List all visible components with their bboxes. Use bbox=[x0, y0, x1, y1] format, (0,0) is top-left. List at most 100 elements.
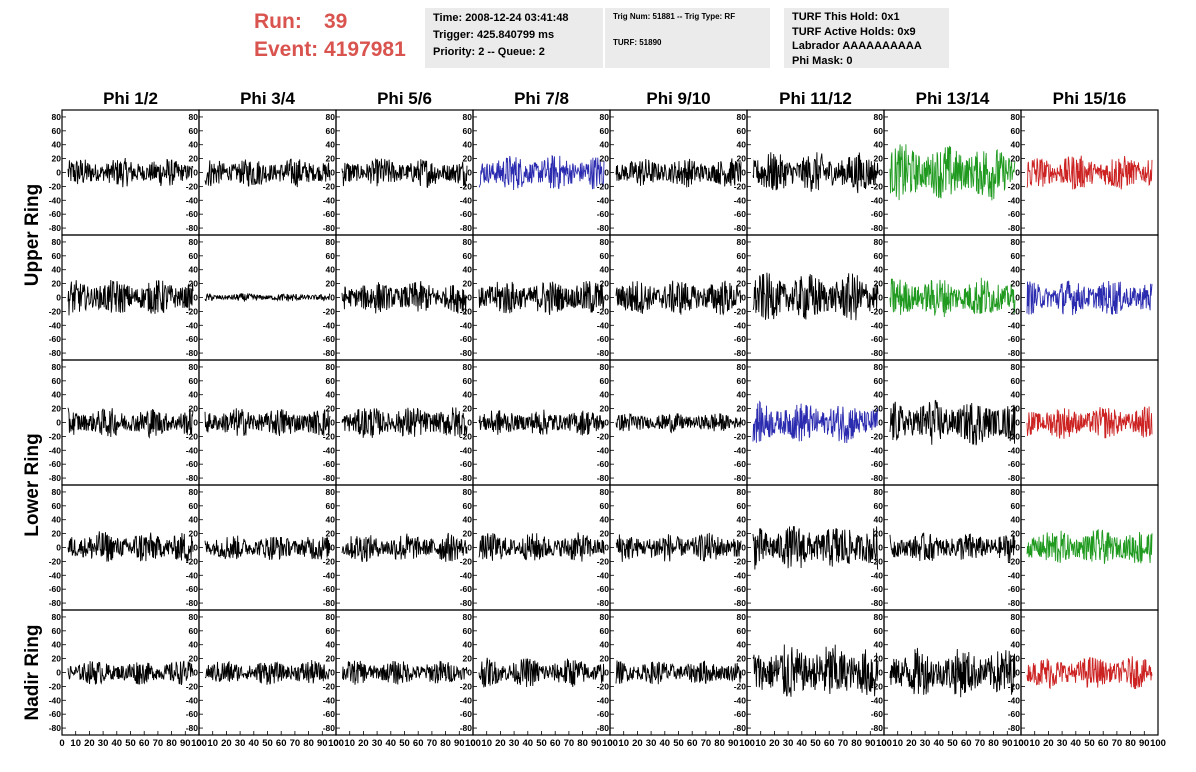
y-tick-label: -60 bbox=[49, 459, 62, 469]
y-tick-label: -80 bbox=[49, 473, 62, 483]
ring-label: Upper Ring bbox=[22, 184, 43, 286]
y-tick-label: 60 bbox=[1011, 501, 1021, 511]
y-tick-label: -60 bbox=[460, 334, 473, 344]
y-tick-label: 20 bbox=[600, 529, 610, 539]
y-tick-label: 80 bbox=[737, 237, 747, 247]
waveform-trace bbox=[752, 400, 879, 444]
y-tick-label: -40 bbox=[597, 195, 610, 205]
y-tick-label: 40 bbox=[463, 640, 473, 650]
x-tick-label: 70 bbox=[290, 738, 301, 749]
event-value: 4197981 bbox=[324, 38, 406, 61]
waveform-trace bbox=[615, 158, 742, 188]
waveform-trace bbox=[478, 532, 605, 562]
x-tick-label: 80 bbox=[577, 738, 588, 749]
y-tick-label: 60 bbox=[326, 126, 336, 136]
x-tick-label: 90 bbox=[317, 738, 328, 749]
y-tick-label: -20 bbox=[49, 431, 62, 441]
y-tick-label: 80 bbox=[189, 612, 199, 622]
y-tick-label: 20 bbox=[189, 154, 199, 164]
y-tick-label: -40 bbox=[460, 195, 473, 205]
y-tick-label: -80 bbox=[49, 598, 62, 608]
y-tick-label: 20 bbox=[737, 654, 747, 664]
y-tick-label: -80 bbox=[1008, 473, 1021, 483]
x-tick-label: 70 bbox=[427, 738, 438, 749]
y-tick-label: 0 bbox=[467, 543, 472, 553]
x-tick-label: 90 bbox=[454, 738, 465, 749]
waveform-trace bbox=[478, 155, 605, 191]
y-tick-label: 20 bbox=[463, 529, 473, 539]
y-tick-label: 80 bbox=[326, 612, 336, 622]
y-tick-label: 40 bbox=[600, 640, 610, 650]
y-tick-label: -80 bbox=[871, 473, 884, 483]
y-tick-label: 60 bbox=[737, 376, 747, 386]
y-tick-label: -60 bbox=[597, 459, 610, 469]
y-tick-label: -60 bbox=[871, 709, 884, 719]
y-tick-label: -60 bbox=[323, 459, 336, 469]
y-tick-label: -60 bbox=[323, 709, 336, 719]
y-tick-label: 20 bbox=[326, 654, 336, 664]
y-tick-label: 0 bbox=[878, 543, 883, 553]
waveform-trace bbox=[615, 412, 742, 434]
y-tick-label: 20 bbox=[600, 404, 610, 414]
y-tick-label: -20 bbox=[597, 556, 610, 566]
column-header: Phi 1/2 bbox=[103, 89, 158, 108]
time-trigger-box: Time: 2008-12-24 03:41:48 Trigger: 425.8… bbox=[425, 8, 603, 68]
y-tick-label: -20 bbox=[186, 181, 199, 191]
y-tick-label: 20 bbox=[1011, 279, 1021, 289]
y-tick-label: -80 bbox=[323, 598, 336, 608]
y-tick-label: 20 bbox=[600, 279, 610, 289]
y-tick-label: 80 bbox=[52, 112, 62, 122]
y-tick-label: 60 bbox=[189, 501, 199, 511]
x-tick-label: 20 bbox=[495, 738, 506, 749]
y-tick-label: 40 bbox=[874, 640, 884, 650]
x-tick-label: 0 bbox=[196, 738, 201, 749]
ring-label: Lower Ring bbox=[22, 433, 43, 536]
y-tick-label: 0 bbox=[56, 293, 61, 303]
y-tick-label: 80 bbox=[52, 362, 62, 372]
y-tick-label: -60 bbox=[323, 209, 336, 219]
x-tick-label: 50 bbox=[947, 738, 958, 749]
y-tick-label: -40 bbox=[871, 195, 884, 205]
x-tick-label: 50 bbox=[810, 738, 821, 749]
x-tick-label: 30 bbox=[783, 738, 794, 749]
y-tick-label: 20 bbox=[1011, 404, 1021, 414]
y-tick-label: 60 bbox=[874, 251, 884, 261]
x-tick-label: 90 bbox=[865, 738, 876, 749]
y-tick-label: -20 bbox=[1008, 431, 1021, 441]
y-tick-label: -40 bbox=[734, 195, 747, 205]
y-tick-label: -40 bbox=[186, 570, 199, 580]
y-tick-label: -80 bbox=[49, 348, 62, 358]
y-tick-label: 0 bbox=[56, 668, 61, 678]
y-tick-label: 80 bbox=[1011, 237, 1021, 247]
y-tick-label: 80 bbox=[326, 112, 336, 122]
y-tick-label: 60 bbox=[189, 376, 199, 386]
y-tick-label: 80 bbox=[189, 362, 199, 372]
y-tick-label: -60 bbox=[871, 334, 884, 344]
y-tick-label: 80 bbox=[1011, 487, 1021, 497]
y-tick-label: -20 bbox=[323, 681, 336, 691]
y-tick-label: 0 bbox=[1015, 668, 1020, 678]
labrador-text: Labrador AAAAAAAAAA bbox=[792, 40, 922, 52]
phi-mask-text: Phi Mask: 0 bbox=[792, 54, 853, 67]
y-tick-label: 40 bbox=[737, 265, 747, 275]
y-tick-label: 20 bbox=[1011, 529, 1021, 539]
waveform-trace bbox=[889, 399, 1016, 446]
waveform-trace bbox=[478, 281, 605, 315]
y-tick-label: 40 bbox=[189, 140, 199, 150]
y-tick-label: 40 bbox=[874, 390, 884, 400]
y-tick-label: -80 bbox=[1008, 723, 1021, 733]
panel-frame bbox=[609, 359, 748, 486]
x-tick-label: 60 bbox=[139, 738, 150, 749]
y-tick-label: -80 bbox=[186, 223, 199, 233]
y-tick-label: 40 bbox=[600, 390, 610, 400]
y-tick-label: 60 bbox=[1011, 126, 1021, 136]
y-tick-label: 20 bbox=[463, 279, 473, 289]
x-tick-label: 70 bbox=[1112, 738, 1123, 749]
y-tick-label: 60 bbox=[737, 126, 747, 136]
x-tick-label: 90 bbox=[1002, 738, 1013, 749]
y-tick-label: 80 bbox=[737, 612, 747, 622]
y-tick-label: -20 bbox=[871, 681, 884, 691]
y-tick-label: -20 bbox=[1008, 681, 1021, 691]
waveform-trace bbox=[1026, 656, 1153, 690]
y-tick-label: -20 bbox=[734, 556, 747, 566]
